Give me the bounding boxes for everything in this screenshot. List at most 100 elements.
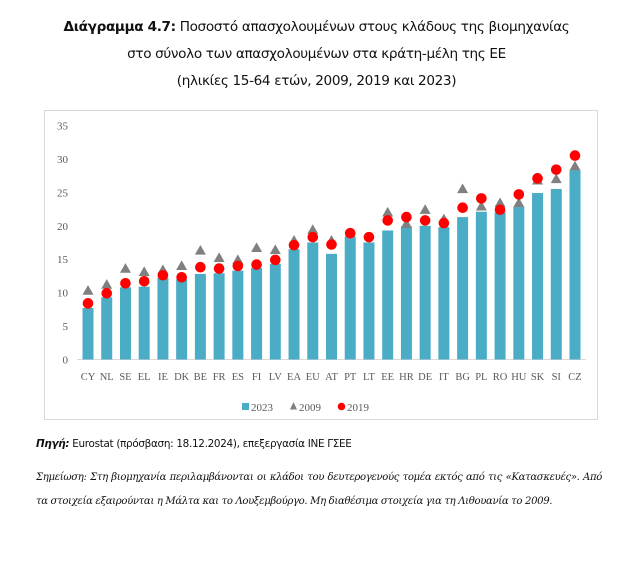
bar-2023-hu bbox=[513, 207, 525, 360]
x-tick-label: EL bbox=[138, 372, 151, 383]
x-tick-label: HU bbox=[511, 372, 527, 383]
source-label: Πηγή: bbox=[36, 438, 70, 450]
legend-label: 2023 bbox=[251, 402, 274, 414]
x-tick-label: DE bbox=[418, 372, 432, 383]
marker-2019-ea bbox=[288, 239, 300, 251]
x-tick-label: AT bbox=[325, 372, 338, 383]
bar-2023-be bbox=[194, 273, 206, 360]
source-line: Πηγή: Eurostat (πρόσβαση: 18.12.2024), ε… bbox=[36, 438, 352, 450]
bar-2023-de bbox=[419, 225, 431, 360]
marker-2009-cz bbox=[569, 160, 581, 171]
bar-2023-at bbox=[326, 253, 337, 360]
x-tick-label: FI bbox=[252, 372, 262, 383]
x-tick-label: NL bbox=[100, 372, 114, 383]
note-text: Σημείωση: Στη βιομηχανία περιλαμβάνονται… bbox=[36, 472, 602, 507]
x-tick-label: BG bbox=[455, 372, 470, 383]
marker-2009-dk bbox=[176, 260, 188, 271]
bar-2023-ie bbox=[157, 277, 169, 360]
x-tick-label: BE bbox=[194, 372, 207, 383]
x-tick-label: IT bbox=[439, 372, 449, 383]
marker-2019-be bbox=[195, 261, 206, 273]
marker-2009-de bbox=[419, 204, 431, 214]
marker-2019-lt bbox=[363, 231, 375, 243]
legend-swatch-square-icon bbox=[242, 403, 249, 410]
marker-2009-fr bbox=[213, 252, 225, 263]
y-tick-label: 20 bbox=[57, 221, 69, 233]
marker-2019-dk bbox=[176, 271, 187, 283]
bar-2023-cy bbox=[82, 308, 94, 360]
y-tick-label: 10 bbox=[57, 288, 69, 300]
marker-2009-lv bbox=[269, 244, 281, 254]
marker-2009-hu bbox=[513, 197, 525, 208]
x-tick-label: IE bbox=[158, 372, 168, 383]
bars-2023 bbox=[82, 170, 581, 360]
title-line-2: στο σύνολο των απασχολουμένων στα κράτη-… bbox=[127, 46, 506, 62]
marker-2009-cy bbox=[82, 285, 94, 295]
legend-swatch-circle-icon bbox=[337, 402, 346, 411]
bar-2023-ee bbox=[382, 230, 394, 360]
marker-2019-hr bbox=[401, 211, 412, 223]
chart-title: Διάγραμμα 4.7: Ποσοστό απασχολουμένων στ… bbox=[0, 14, 633, 95]
x-tick-label: CZ bbox=[568, 372, 581, 383]
bar-2023-lt bbox=[363, 242, 375, 360]
bar-2023-el bbox=[138, 286, 150, 360]
marker-2019-si bbox=[550, 164, 562, 175]
source-text: Eurostat (πρόσβαση: 18.12.2024), επεξεργ… bbox=[72, 438, 352, 450]
marker-2019-ee bbox=[382, 215, 393, 226]
x-tick-label: PT bbox=[344, 372, 357, 383]
marker-2019-cy bbox=[82, 298, 94, 309]
legend-label: 2009 bbox=[299, 402, 322, 414]
marker-2009-el bbox=[138, 266, 150, 277]
x-tick-label: LT bbox=[363, 372, 375, 383]
x-tick-label: SK bbox=[531, 372, 545, 383]
bar-2023-es bbox=[232, 270, 244, 360]
x-tick-label: SI bbox=[552, 372, 562, 383]
legend-swatch-triangle-icon bbox=[290, 402, 297, 410]
title-line-3: (ηλικίες 15-64 ετών, 2009, 2019 και 2023… bbox=[176, 73, 457, 89]
legend-label: 2019 bbox=[347, 402, 370, 414]
bar-2023-ea bbox=[288, 249, 300, 360]
bar-2023-eu bbox=[307, 242, 319, 360]
y-axis-ticks: 0 5 10 15 20 25 30 35 bbox=[57, 121, 69, 367]
chart-frame bbox=[44, 110, 598, 420]
marker-2019-hu bbox=[513, 189, 525, 200]
bar-2023-fr bbox=[213, 273, 225, 360]
y-tick-label: 30 bbox=[57, 154, 69, 166]
x-tick-label: RO bbox=[493, 372, 508, 383]
marker-2019-sk bbox=[532, 173, 543, 184]
bar-2023-dk bbox=[176, 279, 188, 360]
markers-2019 bbox=[82, 150, 581, 309]
marker-2009-bg bbox=[457, 183, 469, 194]
title-text-1: Ποσοστό απασχολουμένων στους κλάδους της… bbox=[179, 19, 570, 35]
x-tick-label: EA bbox=[287, 372, 301, 383]
bar-2023-nl bbox=[101, 297, 113, 360]
y-tick-label: 35 bbox=[57, 121, 69, 133]
marker-2019-de bbox=[419, 215, 431, 226]
bar-2023-hr bbox=[400, 226, 412, 360]
marker-2019-nl bbox=[101, 288, 113, 299]
marker-2019-ro bbox=[494, 204, 506, 216]
bar-2023-fi bbox=[251, 267, 263, 360]
marker-2009-ee bbox=[382, 206, 394, 217]
marker-2019-el bbox=[138, 275, 150, 287]
legend: 2023 2009 2019 bbox=[242, 402, 370, 414]
y-tick-label: 15 bbox=[57, 254, 69, 266]
marker-2009-fi bbox=[251, 242, 263, 252]
y-tick-label: 25 bbox=[57, 187, 69, 199]
bar-2023-pl bbox=[475, 211, 487, 360]
bar-2023-si bbox=[550, 189, 562, 360]
bar-2023-bg bbox=[457, 217, 469, 360]
x-tick-label: PL bbox=[475, 372, 487, 383]
marker-2019-it bbox=[438, 217, 450, 229]
marker-2009-be bbox=[194, 245, 206, 255]
bar-2023-ro bbox=[494, 212, 506, 360]
x-tick-label: ES bbox=[232, 372, 244, 383]
x-tick-label: LV bbox=[269, 372, 282, 383]
marker-2019-at bbox=[326, 239, 337, 250]
marker-2019-bg bbox=[457, 202, 468, 214]
x-axis-labels: CY NL SE EL IE DK BE FR ES FI LV EA EU AT PT LT EE HR DE IT… bbox=[81, 372, 582, 383]
bar-2023-se bbox=[119, 287, 131, 360]
marker-2019-es bbox=[232, 260, 244, 272]
marker-2019-fi bbox=[251, 259, 262, 270]
